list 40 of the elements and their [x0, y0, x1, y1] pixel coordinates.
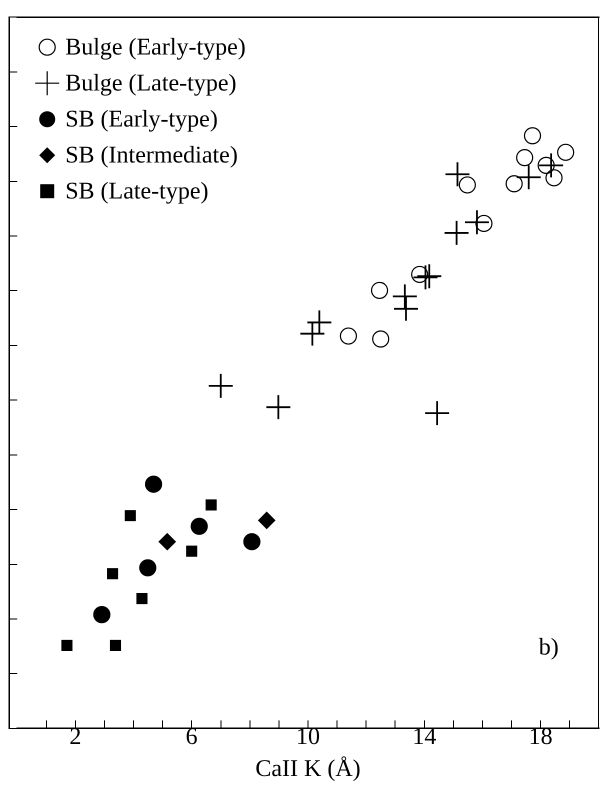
legend-label: SB (Intermediate): [65, 142, 238, 168]
point: [464, 210, 489, 234]
point: [506, 175, 523, 192]
point: [243, 533, 260, 550]
point: [107, 568, 118, 580]
annotation: b): [538, 634, 559, 661]
point: [110, 640, 122, 651]
point: [394, 296, 418, 321]
legend-label: Bulge (Late-type): [65, 70, 236, 96]
legend-label: Bulge (Early-type): [65, 34, 246, 60]
point: [307, 310, 332, 334]
point: [144, 476, 162, 493]
point: [370, 282, 388, 300]
point: [158, 533, 176, 550]
point: [300, 322, 324, 346]
point: [206, 499, 217, 511]
legend-label: SB (Late-type): [65, 178, 208, 204]
point: [186, 546, 198, 557]
point: [340, 327, 358, 345]
point: [413, 265, 438, 290]
point: [425, 401, 450, 426]
x-tick-label: 14: [412, 724, 436, 750]
point: [61, 640, 72, 651]
point: [93, 606, 110, 624]
point: [258, 512, 276, 529]
point: [444, 220, 469, 245]
point: [524, 127, 542, 144]
point: [516, 149, 534, 166]
point: [458, 176, 476, 194]
point: [190, 518, 208, 535]
point: [545, 169, 563, 186]
point: [124, 510, 136, 522]
legend-label: SB (Early-type): [65, 106, 218, 132]
point: [557, 144, 574, 161]
point: [136, 593, 148, 604]
point: [372, 330, 390, 348]
point: [445, 162, 470, 186]
x-axis-title: CaII K (Å): [255, 756, 361, 782]
point: [539, 153, 564, 178]
point: [139, 559, 156, 576]
